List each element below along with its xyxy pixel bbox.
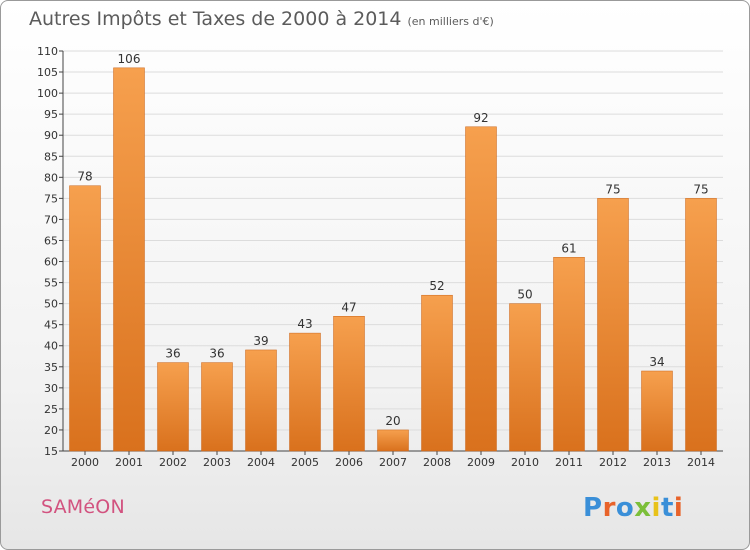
axes: 15 20 25 30 35 40 45 50 55 60 65 70 75 80 85 90 95 100 105… xyxy=(37,45,723,469)
y-tick-label: 15 xyxy=(44,445,58,458)
logo-letter: r xyxy=(602,493,616,523)
x-tick-label: 2001 xyxy=(115,456,143,469)
x-tick-label: 2007 xyxy=(379,456,407,469)
x-tick-label: 2014 xyxy=(687,456,715,469)
y-tick-label: 55 xyxy=(44,277,58,290)
x-tick-label: 2009 xyxy=(467,456,495,469)
x-tick-label: 2004 xyxy=(247,456,275,469)
data-label: 47 xyxy=(341,300,356,314)
y-tick-label: 60 xyxy=(44,256,58,269)
x-tick-label: 2008 xyxy=(423,456,451,469)
data-label: 36 xyxy=(209,347,224,361)
bar xyxy=(377,429,409,452)
bar xyxy=(333,316,365,452)
data-label: 43 xyxy=(297,317,312,331)
bar xyxy=(509,303,541,452)
data-label: 75 xyxy=(605,182,620,196)
x-tick-label: 2003 xyxy=(203,456,231,469)
logo-letter: i xyxy=(673,493,684,523)
proxiti-logo[interactable]: Proxiti xyxy=(583,488,693,528)
x-tick-label: 2005 xyxy=(291,456,319,469)
x-tick-label: 2010 xyxy=(511,456,539,469)
bar xyxy=(685,198,717,452)
bar xyxy=(157,362,189,452)
title-text: Autres Impôts et Taxes de 2000 à 2014 xyxy=(29,8,402,30)
bar xyxy=(597,198,629,452)
y-tick-label: 105 xyxy=(37,66,58,79)
data-label: 106 xyxy=(118,52,141,66)
y-tick-label: 95 xyxy=(44,108,58,121)
y-tick-label: 40 xyxy=(44,340,58,353)
bars xyxy=(69,67,717,452)
commune-name: SAMéON xyxy=(41,496,125,518)
x-tick-label: 2011 xyxy=(555,456,583,469)
data-label: 61 xyxy=(561,241,576,255)
x-tick-label: 2006 xyxy=(335,456,363,469)
logo-letter: o xyxy=(615,493,635,523)
bar xyxy=(421,294,453,452)
x-tick-label: 2000 xyxy=(71,456,99,469)
data-label: 36 xyxy=(165,347,180,361)
bar xyxy=(289,332,321,452)
data-label: 20 xyxy=(385,414,400,428)
data-label: 92 xyxy=(473,111,488,125)
bar xyxy=(245,349,277,452)
bar xyxy=(465,126,497,452)
x-tick-label: 2013 xyxy=(643,456,671,469)
data-label: 34 xyxy=(649,355,664,369)
y-tick-label: 65 xyxy=(44,234,58,247)
chart-subtitle: (en milliers d'€) xyxy=(407,15,494,28)
y-tick-label: 45 xyxy=(44,319,58,332)
x-tick-label: 2012 xyxy=(599,456,627,469)
y-tick-label: 30 xyxy=(44,382,58,395)
y-tick-label: 110 xyxy=(37,45,58,58)
data-label: 52 xyxy=(429,279,444,293)
y-tick-label: 35 xyxy=(44,361,58,374)
y-tick-label: 85 xyxy=(44,150,58,163)
bar xyxy=(641,370,673,452)
data-label: 50 xyxy=(517,288,532,302)
y-tick-label: 20 xyxy=(44,424,58,437)
y-tick-label: 70 xyxy=(44,213,58,226)
bar xyxy=(69,185,101,452)
data-label: 78 xyxy=(77,170,92,184)
bar xyxy=(553,257,585,452)
logo-letter: x xyxy=(634,493,652,523)
y-tick-label: 100 xyxy=(37,87,58,100)
y-tick-label: 25 xyxy=(44,403,58,416)
logo-letter: i xyxy=(651,493,661,523)
y-tick-label: 80 xyxy=(44,171,58,184)
data-label: 39 xyxy=(253,334,268,348)
bar xyxy=(201,362,233,452)
x-tick-label: 2002 xyxy=(159,456,187,469)
y-tick-label: 90 xyxy=(44,129,58,142)
y-tick-label: 75 xyxy=(44,192,58,205)
y-tick-label: 50 xyxy=(44,298,58,311)
bar xyxy=(113,67,145,452)
chart-title: Autres Impôts et Taxes de 2000 à 2014 (en… xyxy=(29,8,494,30)
logo-letter: t xyxy=(660,493,674,523)
logo-letter: P xyxy=(583,493,603,523)
data-labels: 78 106 36 36 39 43 47 20 52 92 50 61 75 34 75 xyxy=(77,52,708,428)
data-label: 75 xyxy=(693,182,708,196)
